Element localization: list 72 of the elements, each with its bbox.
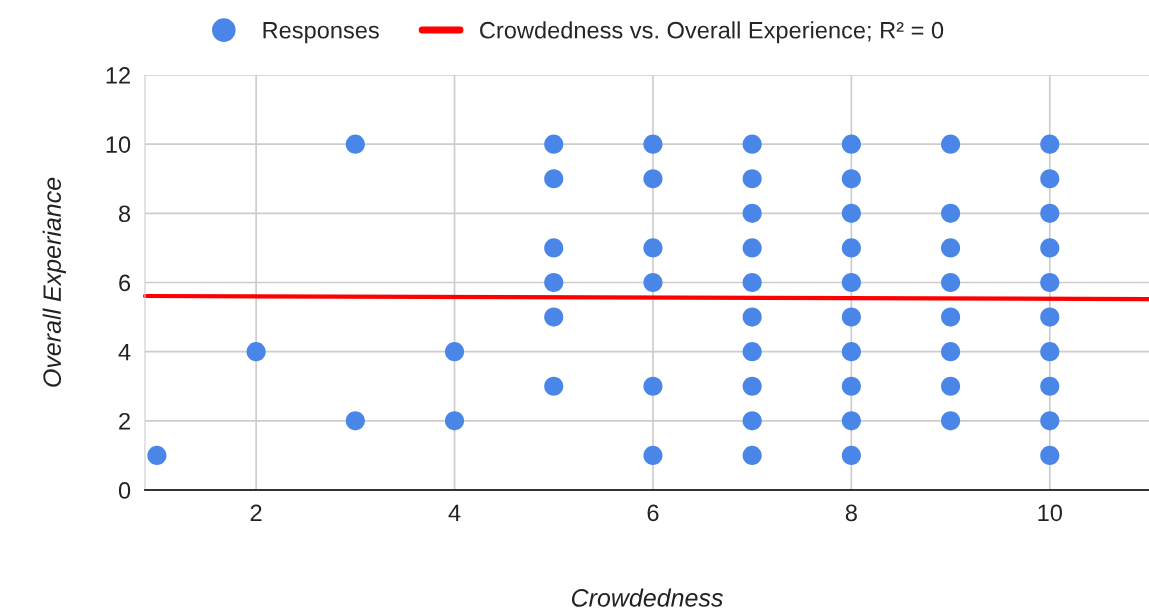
point xyxy=(941,307,961,327)
y-tick-label: 0 xyxy=(118,482,131,499)
point xyxy=(544,376,564,396)
x-tick-label: 8 xyxy=(845,504,857,522)
point xyxy=(941,134,961,154)
point xyxy=(1040,272,1060,293)
y-tick-label: 2 xyxy=(119,412,130,430)
x-axis-title: Crowdedness xyxy=(571,588,723,607)
x-tick-label: 10 xyxy=(1038,504,1062,522)
point xyxy=(742,445,762,465)
point xyxy=(643,169,663,189)
point xyxy=(941,342,961,362)
point xyxy=(544,238,564,258)
point xyxy=(742,272,762,293)
point xyxy=(742,169,762,189)
x-tick-label: 2 xyxy=(250,504,262,521)
point xyxy=(1040,203,1060,223)
y-tick-label: 8 xyxy=(119,205,131,223)
legend-label: Crowdedness vs. Overall Experience; R² = 0 xyxy=(480,21,944,44)
y-axis-title: Overall Experiance xyxy=(42,177,66,387)
point xyxy=(643,238,663,258)
point xyxy=(643,272,663,293)
point xyxy=(1040,411,1060,431)
point xyxy=(544,169,564,189)
point xyxy=(1040,342,1060,362)
point xyxy=(444,342,465,362)
point xyxy=(444,411,465,431)
point xyxy=(941,376,961,396)
point xyxy=(1040,307,1060,327)
point xyxy=(742,342,762,362)
point xyxy=(345,411,365,431)
point xyxy=(1040,445,1060,465)
point xyxy=(841,203,861,223)
point xyxy=(643,445,663,465)
point xyxy=(643,134,663,154)
point xyxy=(1040,376,1060,396)
point xyxy=(941,272,961,293)
point xyxy=(941,238,961,258)
point xyxy=(742,376,762,396)
point xyxy=(742,134,762,154)
x-tick-label: 6 xyxy=(647,504,659,522)
y-tick-label: 6 xyxy=(119,274,131,292)
point xyxy=(841,445,861,465)
point xyxy=(742,411,762,431)
point xyxy=(941,203,961,223)
point xyxy=(841,272,861,293)
point xyxy=(643,376,663,396)
y-tick-label: 12 xyxy=(106,67,130,84)
point xyxy=(1040,134,1060,154)
point xyxy=(841,307,861,327)
point xyxy=(1040,169,1060,189)
point xyxy=(345,134,365,154)
point xyxy=(841,342,861,362)
point xyxy=(841,238,861,258)
point xyxy=(742,203,762,223)
point xyxy=(841,376,861,396)
point xyxy=(544,134,564,154)
point xyxy=(544,272,564,293)
point xyxy=(246,342,266,362)
point xyxy=(544,307,564,327)
point xyxy=(841,169,861,189)
legend-label: Responses xyxy=(263,22,379,44)
point xyxy=(941,411,961,431)
point xyxy=(742,307,762,327)
point xyxy=(841,411,861,431)
point xyxy=(1040,238,1060,258)
y-tick-label: 10 xyxy=(106,136,131,153)
point xyxy=(841,134,861,154)
point xyxy=(742,238,762,258)
y-tick-label: 4 xyxy=(118,343,131,361)
point xyxy=(147,445,167,465)
x-tick-label: 4 xyxy=(448,504,461,521)
